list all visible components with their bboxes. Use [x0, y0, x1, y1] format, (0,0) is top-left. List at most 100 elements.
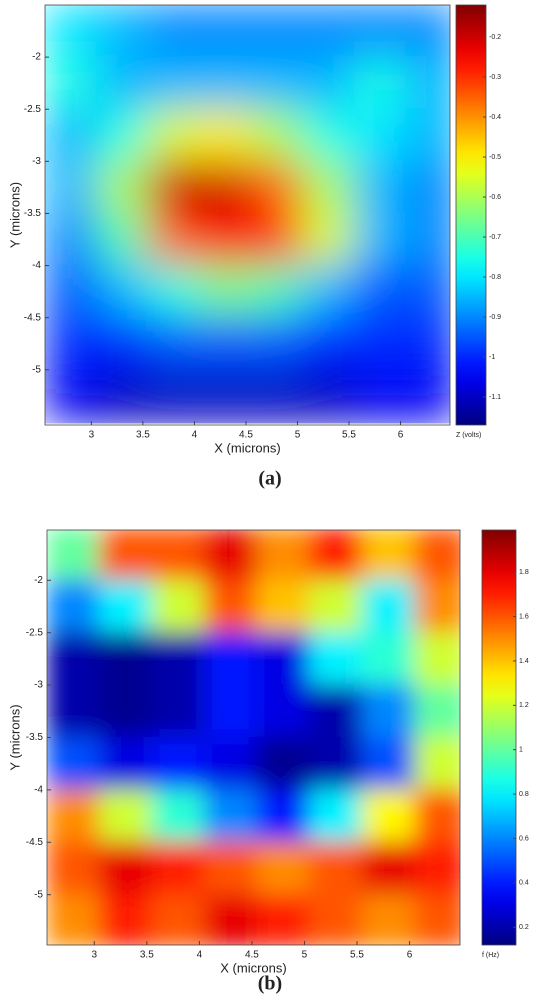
x-axis-label: X (microns): [214, 440, 280, 455]
heat-cell: [302, 212, 355, 267]
y-tick-label: -4: [34, 785, 43, 796]
heat-cell: [95, 160, 149, 215]
heat-cell: [47, 684, 101, 739]
heat-cell: [353, 264, 407, 319]
heat-cell: [414, 841, 460, 896]
heatmap-field: [47, 530, 460, 945]
heat-cell: [353, 212, 407, 267]
colorbar-tick-label: -1: [489, 354, 495, 361]
heat-cell: [47, 841, 101, 896]
heat-cell: [151, 789, 206, 844]
heat-cell: [204, 789, 258, 844]
heat-cell: [361, 736, 416, 791]
colorbar-tick-label: 0.6: [519, 835, 529, 842]
x-tick-label: 5: [302, 950, 308, 961]
x-tick-label: 3.5: [136, 430, 150, 441]
heat-cell: [361, 579, 416, 634]
heat-cell: [256, 530, 311, 582]
heatmap-field: [45, 5, 450, 424]
y-tick-label: -2.5: [24, 104, 42, 115]
heat-cell: [204, 736, 258, 791]
y-tick-label: -2.5: [26, 627, 44, 638]
heat-cell: [45, 264, 98, 319]
y-axis-label: Y (microns): [7, 182, 22, 248]
x-axis-label: X (microns): [220, 960, 286, 975]
heat-cell: [405, 368, 450, 424]
heat-cell: [414, 530, 460, 582]
heat-cell: [47, 631, 101, 686]
heat-cell: [151, 579, 206, 634]
heat-cell: [47, 789, 101, 844]
heat-cell: [302, 368, 355, 424]
colorbar-tick-label: 1.8: [519, 569, 529, 576]
colorbar-tick-label: -1.1: [489, 394, 501, 401]
heat-cell: [309, 789, 363, 844]
colorbar-tick-label: -0.3: [489, 74, 501, 81]
x-tick-label: 6: [407, 950, 413, 961]
heat-cell: [47, 530, 101, 582]
heat-cell: [47, 893, 101, 945]
heat-cell: [302, 264, 355, 319]
heat-cell: [361, 631, 416, 686]
heat-cell: [99, 631, 153, 686]
heat-cell: [45, 316, 98, 371]
y-tick-label: -5: [32, 364, 41, 375]
colorbar-tick-label: -0.6: [489, 194, 501, 201]
heat-cell: [204, 530, 258, 582]
x-tick-label: 3: [92, 950, 98, 961]
heat-cell: [151, 530, 206, 582]
y-tick-label: -5: [34, 889, 43, 900]
colorbar-tick-label: -0.9: [489, 314, 501, 321]
heat-cell: [151, 631, 206, 686]
heat-cell: [45, 212, 98, 267]
heat-cell: [256, 841, 311, 896]
heat-cell: [99, 841, 153, 896]
heat-cell: [361, 789, 416, 844]
heat-cell: [250, 55, 304, 111]
heat-cell: [199, 108, 252, 163]
heat-cell: [99, 789, 153, 844]
heat-cell: [302, 55, 355, 111]
colorbar: [481, 529, 517, 946]
heat-cell: [309, 736, 363, 791]
heat-cell: [302, 160, 355, 215]
heat-cell: [256, 684, 311, 739]
heat-cell: [361, 841, 416, 896]
x-tick-label: 4: [192, 430, 198, 441]
heat-cell: [99, 893, 153, 945]
heat-cell: [47, 579, 101, 634]
colorbar: [455, 4, 487, 426]
heat-cell: [147, 5, 201, 59]
heat-cell: [147, 108, 201, 163]
heat-cell: [405, 316, 450, 371]
x-tick-label: 5.5: [350, 950, 364, 961]
x-tick-label: 6: [398, 430, 404, 441]
heatmap-area: [45, 5, 450, 424]
heat-cell: [405, 55, 450, 111]
heatmap-area: [47, 530, 460, 945]
heat-cell: [204, 684, 258, 739]
heat-cell: [309, 684, 363, 739]
x-tick-label: 5.5: [342, 430, 356, 441]
heat-cell: [199, 264, 252, 319]
heat-cell: [199, 5, 252, 59]
heat-cell: [147, 264, 201, 319]
heat-cell: [199, 160, 252, 215]
y-tick-label: -3: [34, 680, 43, 691]
colorbar-tick-label: -0.4: [489, 114, 501, 121]
heat-cell: [99, 736, 153, 791]
heat-cell: [405, 108, 450, 163]
heat-cell: [45, 108, 98, 163]
colorbar-label: Z (volts): [456, 432, 481, 439]
heat-cell: [309, 893, 363, 945]
heat-cell: [256, 579, 311, 634]
heat-cell: [147, 160, 201, 215]
heat-cell: [414, 631, 460, 686]
panel-caption: (b): [258, 973, 282, 995]
heat-cell: [414, 736, 460, 791]
heat-cell: [204, 631, 258, 686]
heat-cell: [361, 684, 416, 739]
heat-cell: [250, 212, 304, 267]
